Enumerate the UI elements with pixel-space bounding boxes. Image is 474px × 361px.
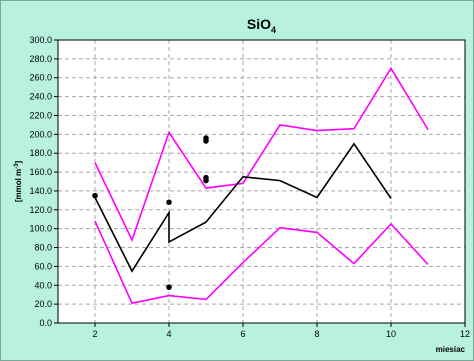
y-tick-label: 80.0 <box>34 243 52 253</box>
data-point <box>166 199 172 206</box>
x-axis-label: miesiac <box>436 345 466 354</box>
series-group <box>94 66 429 305</box>
y-tick-label: 300.0 <box>29 35 52 45</box>
y-tick-label: 40.0 <box>34 280 52 290</box>
series-line-2 <box>94 142 392 273</box>
y-tick-label: 220.0 <box>29 110 52 120</box>
y-tick-label: 100.0 <box>29 224 52 234</box>
y-axis-label: [mmol m-3] <box>14 160 23 202</box>
y-tick-label: 260.0 <box>29 73 52 83</box>
y-tick-label: 160.0 <box>29 167 52 177</box>
y-axis-label-close: ] <box>14 160 23 163</box>
x-tick-label: 10 <box>386 329 396 339</box>
y-tick-label: 120.0 <box>29 205 52 215</box>
y-tick-labels: 0.0 20.0 40.0 60.0 80.0 100.0 120.0 140.0 160.0 1… <box>29 35 52 328</box>
y-tick-label: 20.0 <box>34 299 52 309</box>
x-tick-label: 6 <box>240 329 245 339</box>
chart-title-subscript: 4 <box>271 25 276 35</box>
series-line-1 <box>94 66 429 243</box>
x-tick-label: 12 <box>460 329 470 339</box>
axis-ticks <box>54 39 466 327</box>
y-tick-label: 280.0 <box>29 54 52 64</box>
y-tick-label: 0.0 <box>39 318 52 328</box>
y-axis-label-main: [mmol m <box>14 169 23 202</box>
x-tick-label: 2 <box>92 329 97 339</box>
y-tick-label: 240.0 <box>29 92 52 102</box>
data-point <box>92 192 98 199</box>
plot-area <box>58 40 465 323</box>
series-line-3 <box>94 220 429 305</box>
data-point <box>203 177 209 184</box>
chart-title: SiO4 <box>247 16 276 35</box>
y-axis-label-superscript: -3 <box>14 163 20 169</box>
x-tick-label: 8 <box>314 329 319 339</box>
data-point <box>166 284 172 290</box>
chart-title-main: SiO <box>247 16 271 32</box>
data-point <box>203 138 209 144</box>
y-tick-label: 140.0 <box>29 186 52 196</box>
scatter-points <box>92 135 209 290</box>
y-tick-label: 180.0 <box>29 148 52 158</box>
plot-border <box>57 39 466 324</box>
y-tick-label: 60.0 <box>34 261 52 271</box>
x-tick-labels: 2 4 6 8 10 12 <box>92 329 470 339</box>
x-tick-label: 4 <box>166 329 171 339</box>
y-tick-label: 200.0 <box>29 129 52 139</box>
